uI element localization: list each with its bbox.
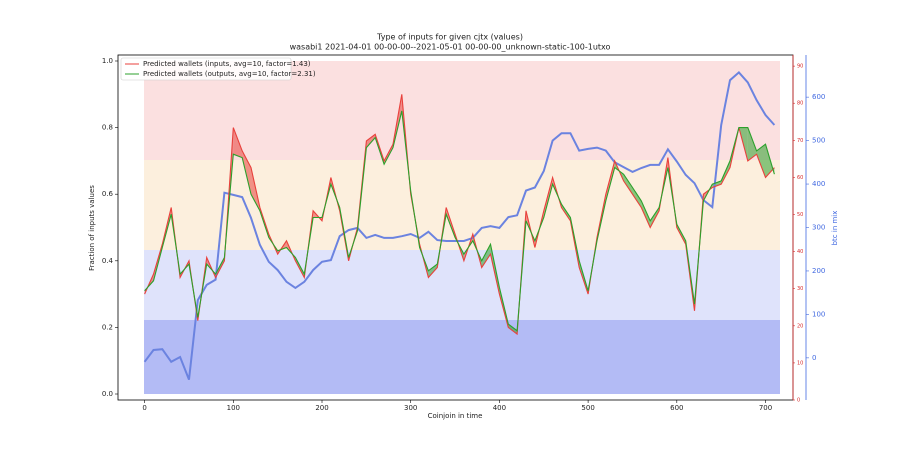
y-tick-label: 1.0 <box>102 57 113 65</box>
y2-tick-label: 60 <box>797 175 803 181</box>
series-line <box>144 94 775 336</box>
x-tick-label: 400 <box>493 404 506 412</box>
y3-tick-label: 400 <box>812 180 825 188</box>
fill-between <box>233 127 243 158</box>
y2-tick-label: 50 <box>797 212 803 218</box>
y3-tick-label: 500 <box>812 137 825 145</box>
fill-between <box>632 187 642 208</box>
x-tick-label: 600 <box>670 404 683 412</box>
fill-between <box>756 144 766 178</box>
legend: Predicted wallets (inputs, avg=10, facto… <box>120 57 316 81</box>
y2-tick-label: 10 <box>797 360 803 366</box>
fill-between <box>508 324 518 335</box>
y-tick-label: 0.2 <box>102 323 113 331</box>
y3-tick-label: 600 <box>812 93 825 101</box>
y2-tick-label: 40 <box>797 249 803 255</box>
chart-title: Type of inputs for given cjtx (values) <box>376 33 523 42</box>
x-tick-label: 500 <box>581 404 594 412</box>
y2-tick-label: 0 <box>797 398 800 404</box>
x-tick-label: 300 <box>404 404 417 412</box>
x-tick-label: 200 <box>315 404 328 412</box>
series-line <box>144 110 775 332</box>
y-tick-label: 0.4 <box>102 257 114 265</box>
y3-tick-label: 0 <box>812 354 816 362</box>
x-axis-label: Coinjoin in time <box>428 412 483 420</box>
y-tick-label: 0.6 <box>102 190 114 198</box>
fill-between <box>366 134 376 148</box>
y2-tick-label: 30 <box>797 286 803 292</box>
y-tick-label: 0.0 <box>102 390 113 398</box>
plot-layer: 0 100 200 300 400 500 600 7000.00.20.40.60.81.0… <box>102 55 825 412</box>
x-tick-label: 0 <box>142 404 146 412</box>
series-line <box>143 70 776 380</box>
fill-between <box>747 127 757 161</box>
y-axis-label: Fraction of inputs values <box>88 185 96 271</box>
fill-between <box>641 200 651 228</box>
legend-box <box>120 57 292 81</box>
y3-axis-label: btc in mix <box>831 211 839 246</box>
chart-subtitle: wasabi1 2021-04-01 00-00-00--2021-05-01 … <box>290 43 611 52</box>
y2-tick-label: 20 <box>797 323 803 329</box>
y3-tick-label: 100 <box>812 310 825 318</box>
y3-tick-label: 300 <box>812 224 825 232</box>
y-tick-label: 0.8 <box>102 124 113 132</box>
legend-label: Predicted wallets (outputs, avg=10, fact… <box>143 70 316 78</box>
fill-between <box>623 174 633 195</box>
y2-tick-label: 80 <box>797 101 803 107</box>
backdrop <box>144 61 780 394</box>
fill-between <box>481 244 491 268</box>
y2-tick-label: 70 <box>797 138 803 144</box>
fill-between <box>428 264 438 278</box>
x-tick-label: 700 <box>759 404 772 412</box>
y2-tick-label: 90 <box>797 64 803 70</box>
x-tick-label: 100 <box>227 404 240 412</box>
backdrop-base <box>144 320 780 394</box>
y3-tick-label: 200 <box>812 267 825 275</box>
legend-label: Predicted wallets (inputs, avg=10, facto… <box>143 60 311 68</box>
